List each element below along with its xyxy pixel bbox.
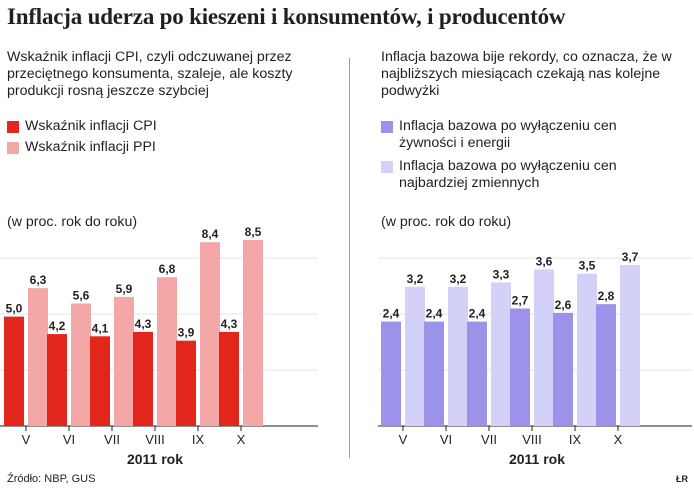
bar [553, 312, 573, 426]
bar-value-label: 8,4 [202, 227, 219, 241]
bar [424, 321, 444, 426]
bar [448, 286, 468, 426]
legend-label-core-volatile: Inflacja bazowa po wyłączeniu cen najbar… [399, 158, 617, 191]
legend-item-cpi: Wskaźnik inflacji CPI [7, 118, 285, 135]
bar-value-label: 5,0 [6, 302, 23, 316]
legend-item-ppi: Wskaźnik inflacji PPI [7, 139, 285, 156]
bar [381, 321, 401, 426]
bar-value-label: 3,5 [579, 259, 596, 273]
x-tick-label: VII [104, 432, 120, 447]
bar-value-label: 2,7 [512, 294, 529, 308]
source-note: Źródło: NBP, GUS [7, 473, 96, 485]
bar-value-label: 5,9 [116, 282, 133, 296]
chart-title: Inflacja uderza po kieszeni i konsumentó… [7, 4, 566, 29]
bar-value-label: 4,1 [92, 321, 109, 335]
bar-value-label: 6,8 [159, 262, 176, 276]
bar-value-label: 3,9 [178, 326, 195, 340]
bar-value-label: 3,7 [622, 250, 639, 264]
legend-swatch-core-volatile [381, 161, 393, 173]
bar [28, 288, 48, 426]
legend-label-ppi: Wskaźnik inflacji PPI [25, 139, 156, 155]
bar [4, 316, 24, 426]
bar [491, 282, 511, 426]
panel-divider [349, 58, 350, 458]
x-tick-label: VIII [522, 432, 542, 447]
bar-value-label: 3,6 [536, 254, 553, 268]
bar [133, 331, 153, 426]
legend-label-core-food-energy: Inflacja bazowa po wyłączeniu cen żywnoś… [399, 118, 617, 151]
x-tick-label: VIII [145, 432, 165, 447]
bar [200, 242, 220, 426]
bar-value-label: 2,4 [469, 307, 486, 321]
left-unit-label: (w proc. rok do roku) [7, 214, 138, 230]
bar-value-label: 2,8 [598, 289, 615, 303]
legend-item-core-food-energy: Inflacja bazowa po wyłączeniu cen żywnoś… [381, 118, 659, 152]
right-bar-chart: 2,4 3,2 V 2,4 3,2 VI 2,4 3,3 VII 2,7 3,6 VIII 2,6 3,5… [378, 250, 692, 467]
bar-value-label: 4,2 [49, 319, 66, 333]
bar [620, 265, 640, 426]
right-unit-label: (w proc. rok do roku) [381, 214, 512, 230]
legend-swatch-ppi [7, 142, 19, 154]
bar-value-label: 2,6 [555, 298, 572, 312]
bar [405, 286, 425, 426]
legend-swatch-core-food-energy [381, 121, 393, 133]
x-tick-label: IX [569, 432, 582, 447]
bar-value-label: 2,4 [426, 307, 443, 321]
right-panel: Inflacja bazowa bije rekordy, co oznacza… [354, 0, 694, 494]
left-panel: Wskaźnik inflacji CPI, czyli odczuwanej … [0, 0, 340, 494]
x-tick-label: X [237, 432, 246, 447]
bar [176, 340, 196, 426]
bar [467, 321, 487, 426]
legend-label-cpi: Wskaźnik inflacji CPI [25, 118, 157, 134]
bar [243, 240, 263, 426]
legend-swatch-cpi [7, 121, 19, 133]
bar [157, 277, 177, 426]
bar [114, 296, 134, 426]
bar-value-label: 6,3 [30, 273, 47, 287]
bar [47, 334, 67, 426]
bar [71, 303, 91, 426]
bar-value-label: 4,3 [135, 317, 152, 331]
x-tick-label: IX [192, 432, 205, 447]
x-axis-title: 2011 rok [509, 451, 565, 467]
bar-value-label: 3,2 [450, 272, 467, 286]
bar-value-label: 8,5 [245, 225, 262, 239]
left-panel-description: Wskaźnik inflacji CPI, czyli odczuwanej … [7, 49, 293, 99]
x-tick-label: VI [63, 432, 75, 447]
right-legend: Inflacja bazowa po wyłączeniu cen żywnoś… [381, 118, 659, 198]
bar [534, 269, 554, 426]
bar [577, 273, 597, 426]
bar-value-label: 2,4 [383, 307, 400, 321]
bar [596, 304, 616, 426]
x-tick-label: X [614, 432, 623, 447]
x-tick-label: VI [440, 432, 452, 447]
bar [510, 308, 530, 426]
right-panel-description: Inflacja bazowa bije rekordy, co oznacza… [381, 49, 672, 99]
bar-value-label: 3,3 [493, 267, 510, 281]
bar [90, 336, 110, 426]
bar-value-label: 4,3 [221, 317, 238, 331]
bar-value-label: 5,6 [73, 288, 90, 302]
legend-item-core-volatile: Inflacja bazowa po wyłączeniu cen najbar… [381, 158, 659, 192]
x-tick-label: V [22, 432, 31, 447]
bar [219, 331, 239, 426]
author-credit: ŁR [676, 474, 688, 484]
x-axis-title: 2011 rok [127, 451, 183, 467]
bar-value-label: 3,2 [407, 272, 424, 286]
left-legend: Wskaźnik inflacji CPI Wskaźnik inflacji … [7, 118, 285, 160]
left-bar-chart: 5,0 6,3 V 4,2 5,6 VI 4,1 5,9 VII 4,3 6,8 VIII 3,9 8,4… [0, 225, 318, 467]
x-tick-label: VII [481, 432, 497, 447]
x-tick-label: V [399, 432, 408, 447]
